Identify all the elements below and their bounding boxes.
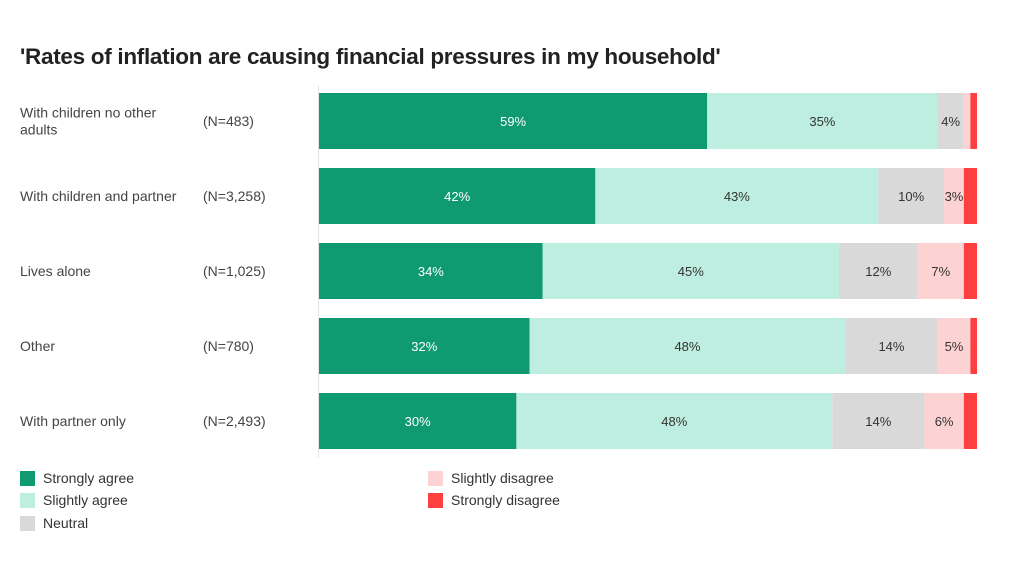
data-label: 6%	[935, 414, 954, 429]
category-label: Lives alone	[20, 263, 91, 279]
legend-label: Strongly disagree	[451, 492, 560, 508]
data-label: 42%	[444, 189, 470, 204]
bar-segment	[970, 93, 977, 149]
sample-size-label: (N=3,258)	[203, 188, 266, 204]
data-label: 32%	[411, 339, 437, 354]
bar-segment	[832, 393, 925, 449]
bar-segment	[944, 168, 964, 224]
legend-item: Slightly agree	[20, 492, 128, 508]
legend-swatch	[20, 492, 35, 508]
legend-item: Neutral	[20, 515, 88, 531]
category-label: With children and partner	[20, 188, 177, 204]
bar-segment	[707, 93, 938, 149]
sample-size-label: (N=2,493)	[203, 413, 266, 429]
bar-segment	[319, 393, 517, 449]
legend-item: Strongly agree	[20, 470, 134, 486]
data-label: 45%	[678, 264, 704, 279]
data-label: 5%	[945, 339, 964, 354]
bar-segment	[319, 168, 596, 224]
category-label: adults	[20, 122, 57, 138]
data-label: 30%	[405, 414, 431, 429]
data-label: 48%	[661, 414, 687, 429]
data-label: 35%	[809, 114, 835, 129]
data-label: 4%	[941, 114, 960, 129]
bar-segment	[595, 168, 879, 224]
bar-segment	[924, 393, 964, 449]
data-label: 48%	[674, 339, 700, 354]
legend-item: Slightly disagree	[428, 470, 554, 486]
sample-size-label: (N=483)	[203, 113, 254, 129]
bar-segment	[963, 393, 977, 449]
bar-segment	[963, 93, 971, 149]
bar-segment	[963, 168, 977, 224]
legend-label: Slightly agree	[43, 492, 128, 508]
data-label: 43%	[724, 189, 750, 204]
bar-segment	[970, 318, 977, 374]
chart-title: 'Rates of inflation are causing financia…	[20, 44, 721, 69]
bar-segment	[878, 168, 945, 224]
bar-segment	[319, 318, 530, 374]
bar-segment	[963, 243, 977, 299]
legend-swatch	[20, 515, 35, 531]
bar-segment	[542, 243, 839, 299]
bar-segment	[845, 318, 938, 374]
bar-segment	[937, 93, 964, 149]
legend-swatch	[428, 470, 443, 486]
bar-segment	[516, 393, 833, 449]
bar-segment	[319, 93, 708, 149]
bar-segment	[838, 243, 918, 299]
legend-swatch	[428, 492, 443, 508]
data-label: 14%	[865, 414, 891, 429]
legend-label: Slightly disagree	[451, 470, 554, 486]
legend-item: Strongly disagree	[428, 492, 560, 508]
bar-segment	[937, 318, 971, 374]
data-label: 7%	[931, 264, 950, 279]
data-label: 12%	[865, 264, 891, 279]
bar-segment	[917, 243, 964, 299]
data-label: 3%	[945, 189, 964, 204]
legend-swatch	[20, 470, 35, 486]
bar-segment	[529, 318, 846, 374]
legend-label: Strongly agree	[43, 470, 135, 486]
category-label: With partner only	[20, 413, 126, 429]
sample-size-label: (N=780)	[203, 338, 254, 354]
data-label: 34%	[418, 264, 444, 279]
category-label: With children no other	[20, 105, 157, 121]
bar-segment	[319, 243, 543, 299]
legend-label: Neutral	[43, 515, 89, 531]
data-label: 14%	[878, 339, 904, 354]
category-label: Other	[20, 338, 55, 354]
data-label: 10%	[898, 189, 924, 204]
data-label: 59%	[500, 114, 526, 129]
sample-size-label: (N=1,025)	[203, 263, 266, 279]
